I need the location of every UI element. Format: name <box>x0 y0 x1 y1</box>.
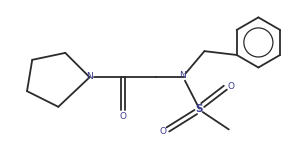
Text: S: S <box>196 104 203 114</box>
Text: N: N <box>86 72 93 81</box>
Text: O: O <box>159 127 166 136</box>
Text: O: O <box>227 82 234 92</box>
Text: N: N <box>179 71 185 80</box>
Text: O: O <box>119 112 126 121</box>
